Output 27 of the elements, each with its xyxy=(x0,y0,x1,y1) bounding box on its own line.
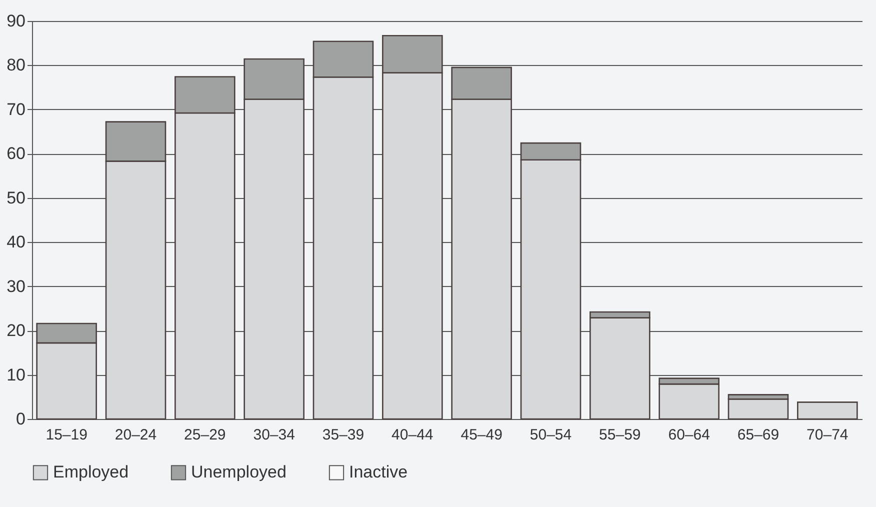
legend-label: Employed xyxy=(53,462,129,482)
x-tick-label: 70–74 xyxy=(806,426,848,444)
x-tick-label: 45–49 xyxy=(460,426,502,444)
y-tick-label: 80 xyxy=(6,56,26,75)
x-tick-label: 35–39 xyxy=(322,426,364,444)
y-tick-label: 0 xyxy=(16,410,26,428)
x-tick-label: 30–34 xyxy=(253,426,295,444)
y-tick-label: 60 xyxy=(6,144,26,164)
y-tick-label: 40 xyxy=(6,232,26,252)
y-tick-label: 20 xyxy=(6,321,26,340)
bar xyxy=(728,398,789,420)
y-tick-label: 50 xyxy=(6,188,26,208)
x-tick-label: 55–59 xyxy=(599,426,641,444)
x-tick-label: 60–64 xyxy=(668,426,710,444)
x-tick-label: 65–69 xyxy=(737,426,780,444)
bar xyxy=(797,402,858,420)
x-tick-label: 20–24 xyxy=(114,426,157,444)
legend-label: Inactive xyxy=(349,462,408,482)
y-tick-label: 30 xyxy=(6,276,26,296)
x-tick-label: 50–54 xyxy=(530,426,572,444)
legend-label: Unemployed xyxy=(191,462,286,482)
y-tick-label: 70 xyxy=(6,100,26,119)
x-tick-label: 15–19 xyxy=(46,426,88,444)
x-tick-label: 25–29 xyxy=(184,426,226,444)
y-tick-label: 90 xyxy=(6,12,26,30)
y-tick-label: 10 xyxy=(6,365,26,384)
x-tick-label: 40–44 xyxy=(392,426,434,444)
